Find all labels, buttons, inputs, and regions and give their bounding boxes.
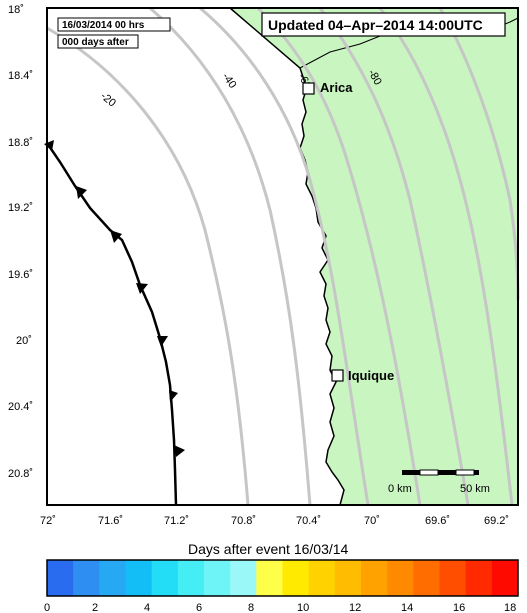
trench-triangle xyxy=(44,140,54,151)
days-label: 000 days after xyxy=(62,37,129,48)
colorbar-cell xyxy=(256,560,283,596)
colorbar-cell xyxy=(308,560,336,596)
colorbar-tick-label: 8 xyxy=(248,602,254,613)
colorbar-tick-label: 4 xyxy=(144,602,150,613)
colorbar-tick-label: 6 xyxy=(196,602,202,613)
date-label: 16/03/2014 00 hrs xyxy=(62,20,145,31)
colorbar-cell xyxy=(230,560,257,596)
updated-box xyxy=(261,12,506,37)
lat-tick-label: 19.6˚ xyxy=(8,269,33,281)
trench-line xyxy=(45,142,178,506)
colorbar-tick-label: 12 xyxy=(349,602,361,613)
lon-tick-label: 69.2˚ xyxy=(484,515,509,527)
lat-tick-label: 20.8˚ xyxy=(8,468,33,480)
colorbar-tick-label: 16 xyxy=(453,602,465,613)
scale-segment xyxy=(438,470,456,475)
city-label-iquique: Iquique xyxy=(348,368,394,383)
colorbar-cell xyxy=(413,560,440,596)
scale-segment xyxy=(455,469,475,476)
colorbar-cell xyxy=(73,560,100,596)
colorbar-frame xyxy=(46,559,519,597)
colorbar-cell xyxy=(151,560,179,596)
trench-triangle xyxy=(169,390,178,402)
colorbar-cell xyxy=(125,560,153,596)
lat-tick-label: 18.4˚ xyxy=(8,70,33,82)
colorbar-cell xyxy=(99,560,126,596)
trench-triangle xyxy=(110,230,122,243)
colorbar-cell xyxy=(491,560,519,596)
lat-tick-label: 18.8˚ xyxy=(8,137,33,149)
colorbar-tick-label: 0 xyxy=(44,602,50,613)
city-marker-arica xyxy=(302,82,315,95)
updated-label: Updated 04–Apr–2014 14:00UTC xyxy=(268,17,483,33)
colorbar-tick-label: 2 xyxy=(92,602,98,613)
contour-line xyxy=(318,7,470,506)
map-panel: -20 -40 -60 -80 Arica Iquique 0 km 5 xyxy=(44,6,520,506)
map-frame xyxy=(46,7,519,506)
colorbar-tick-label: 10 xyxy=(297,602,309,613)
colorbar-cell xyxy=(204,560,231,596)
lon-tick-label: 71.6˚ xyxy=(98,515,123,527)
lon-tick-label: 71.2˚ xyxy=(164,515,189,527)
colorbar-cell xyxy=(334,560,362,596)
contour-line xyxy=(378,7,514,506)
lon-tick-label: 69.6˚ xyxy=(425,515,450,527)
trench-triangle xyxy=(136,283,148,294)
lon-tick-label: 70.8˚ xyxy=(231,515,256,527)
city-marker-iquique xyxy=(331,369,344,382)
scale-label-end: 50 km xyxy=(460,483,490,495)
lon-tick-label: 72˚ xyxy=(40,515,56,527)
colorbar-cell xyxy=(361,560,388,596)
contour-line xyxy=(149,6,312,506)
colorbar-cell xyxy=(387,560,414,596)
scale-segment xyxy=(474,470,479,475)
scale-bar: 0 km 50 km xyxy=(388,469,490,495)
scale-segment xyxy=(402,470,420,475)
city-label-arica: Arica xyxy=(320,80,353,95)
colorbar-tick-label: 14 xyxy=(401,602,413,613)
scale-segment xyxy=(419,469,439,476)
colorbar-cell xyxy=(47,560,74,596)
lat-tick-label: 20.4˚ xyxy=(8,401,33,413)
scale-label-start: 0 km xyxy=(388,483,412,495)
lat-tick-label: 19.2˚ xyxy=(8,202,33,214)
date-box xyxy=(57,17,171,32)
trench-teeth xyxy=(44,140,185,457)
trench-triangle xyxy=(174,445,185,457)
longitude-axis: 72˚ 71.6˚ 71.2˚ 70.8˚ 70.4˚ 70˚ 69.6˚ 69… xyxy=(40,515,509,527)
days-box xyxy=(57,34,139,49)
lat-tick-label: 20˚ xyxy=(16,335,32,347)
colorbar-cell xyxy=(439,560,467,596)
colorbar: Days after event 16/03/14 0 2 4 6 8 10 1… xyxy=(44,541,519,613)
colorbar-cells xyxy=(47,560,519,596)
lon-tick-label: 70˚ xyxy=(364,515,380,527)
trench-triangle xyxy=(76,186,87,199)
latitude-axis: 18˚ 18.4˚ 18.8˚ 19.2˚ 19.6˚ 20˚ 20.4˚ 20… xyxy=(8,4,33,480)
contour-line xyxy=(199,6,370,506)
colorbar-cell xyxy=(177,560,205,596)
lon-tick-label: 70.4˚ xyxy=(296,515,321,527)
contour-line xyxy=(256,6,422,506)
trench-triangle xyxy=(157,336,168,347)
colorbar-title: Days after event 16/03/14 xyxy=(188,541,349,557)
lat-tick-label: 18˚ xyxy=(8,4,24,16)
coastline xyxy=(229,7,345,506)
colorbar-cell xyxy=(282,560,310,596)
contour-line xyxy=(46,26,250,506)
colorbar-cell xyxy=(465,560,493,596)
colorbar-tick-label: 18 xyxy=(504,602,516,613)
